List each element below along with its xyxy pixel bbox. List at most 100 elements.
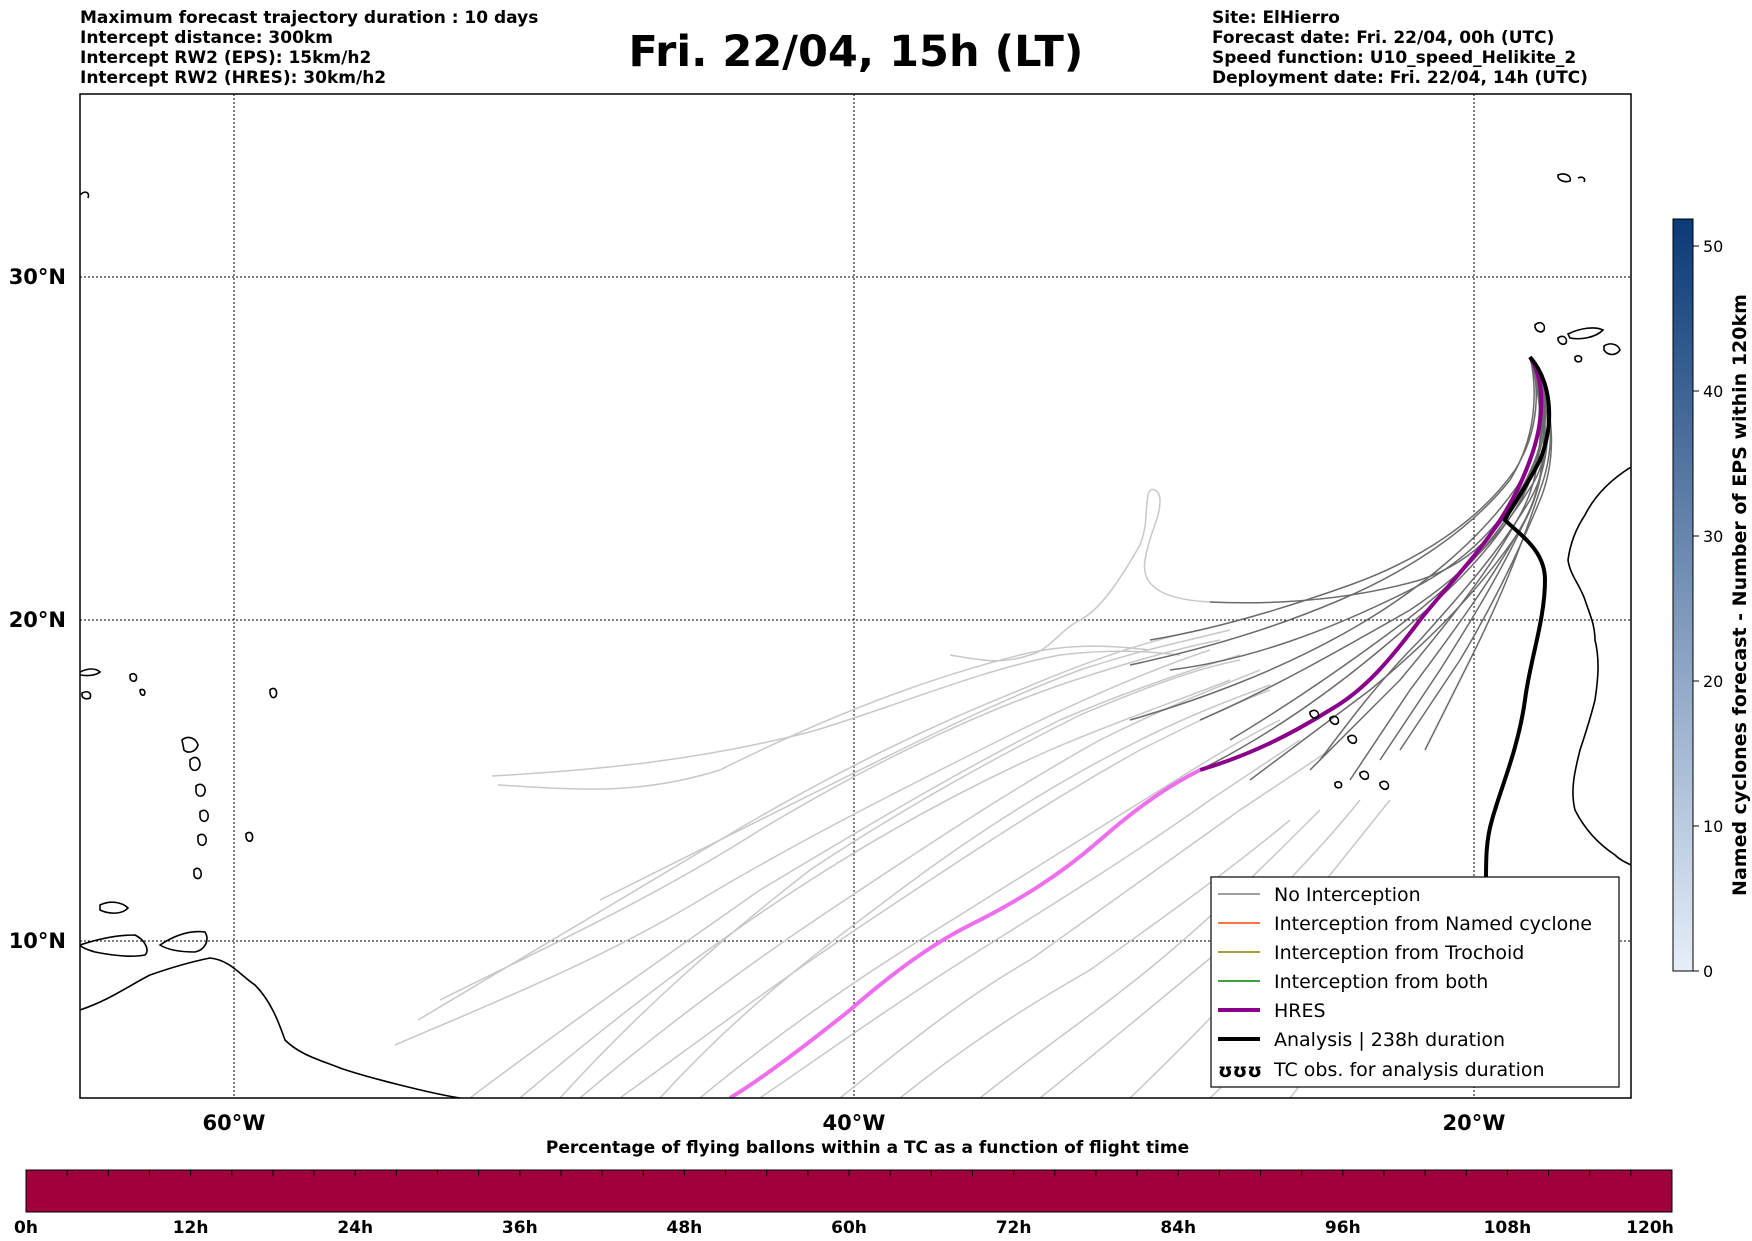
eps-trajectory [619, 689, 1271, 1098]
hbar-tick-label: 12h [173, 1218, 209, 1238]
eps-trajectory [394, 649, 1211, 1046]
lat-label: 10°N [9, 929, 66, 953]
coastlines [80, 173, 1631, 1098]
coast-island [245, 831, 254, 842]
hbar-tick-label: 48h [667, 1218, 703, 1238]
coast-west-africa [1567, 466, 1631, 866]
info-right-line: Site: ElHierro [1212, 8, 1340, 28]
eps-trajectory [1149, 356, 1537, 641]
coast-island [181, 736, 199, 753]
colorbar-ticks: 0 10 20 30 40 50 [1693, 237, 1723, 981]
info-left-line: Intercept RW2 (EPS): 15km/h2 [80, 48, 372, 68]
info-right: Site: ElHierro Forecast date: Fri. 22/04… [1212, 8, 1588, 88]
coast-island-cape-verde [1334, 780, 1343, 789]
legend-label: Analysis | 238h duration [1274, 1029, 1505, 1051]
hres-trajectory-far [728, 768, 1201, 1098]
legend-label: Interception from both [1274, 971, 1488, 993]
eps-trajectory [491, 650, 1181, 777]
coast-island-canary [1557, 335, 1568, 346]
analysis-trajectory [1483, 355, 1552, 941]
eps-trajectory [1199, 356, 1543, 771]
percentage-bar-title: Percentage of flying ballons within a TC… [545, 1138, 1190, 1158]
hbar-tick-label: 36h [502, 1218, 538, 1238]
colorbar-tick: 20 [1703, 672, 1723, 691]
info-right-line: Speed function: U10_speed_Helikite_2 [1212, 48, 1577, 68]
eps-trajectory [839, 749, 1331, 1098]
eps-trajectory [1379, 356, 1545, 761]
coast-island-cape-verde [1347, 734, 1358, 745]
eps-trajectory [599, 629, 1231, 901]
coast-island [269, 687, 278, 699]
coast-island-cape-verde [1379, 780, 1390, 791]
map-frame [79, 93, 1632, 1099]
percentage-bar: 0h 12h 24h 36h 48h 60h 72h 84h 96h 108h … [14, 1169, 1674, 1238]
hbar-tick-label: 108h [1484, 1218, 1532, 1238]
legend-swatch-tc-obs: ʊʊʊ [1218, 1060, 1262, 1082]
percentage-bar-ticks [25, 1170, 1673, 1176]
colorbar-tick: 50 [1703, 237, 1723, 256]
coast-trinidad [158, 930, 208, 953]
lon-label: 60°W [203, 1111, 266, 1135]
eps-trajectory [469, 654, 1241, 1098]
coast-island-canary [1603, 343, 1621, 356]
hbar-tick-label: 72h [996, 1218, 1032, 1238]
eps-trajectory [699, 719, 1281, 1098]
eps-trajectory [759, 739, 1301, 1098]
coast-island-cape-verde [1309, 709, 1320, 720]
legend-label: No Interception [1274, 884, 1421, 906]
legend-label: Interception from Named cyclone [1274, 913, 1592, 935]
lat-label: 20°N [9, 608, 66, 632]
coast-island [193, 867, 202, 880]
eps-trajectory [979, 809, 1321, 1098]
colorbar-gradient [1672, 218, 1694, 972]
main-title: Fri. 22/04, 15h (LT) [628, 27, 1084, 77]
coast-island-canary [1574, 354, 1583, 363]
colorbar-label: Named cyclones forecast - Number of EPS … [1729, 294, 1751, 896]
coast-island-canary [1534, 322, 1546, 333]
hbar-tick-label: 60h [831, 1218, 867, 1238]
info-right-line: Deployment date: Fri. 22/04, 14h (UTC) [1212, 68, 1588, 88]
coast-island [129, 673, 138, 683]
hbar-tick-label: 84h [1160, 1218, 1196, 1238]
coast-island [81, 691, 92, 700]
hbar-tick-label: 96h [1325, 1218, 1361, 1238]
coast-island-madeira [1577, 176, 1586, 183]
legend-label: HRES [1274, 1000, 1326, 1022]
legend-box [1210, 876, 1620, 1088]
eps-trajectory [417, 629, 1201, 1021]
colorbar-tick: 30 [1703, 527, 1723, 546]
lon-label: 20°W [1443, 1111, 1506, 1135]
eps-trajectory [519, 679, 1231, 1098]
info-left-line: Intercept RW2 (HRES): 30km/h2 [80, 68, 387, 88]
coast-island [80, 191, 90, 199]
legend-label: TC obs. for analysis duration [1273, 1059, 1545, 1081]
eps-trajectory [559, 659, 1241, 1098]
coast-venezuela [80, 934, 148, 958]
coast-south-america [80, 957, 461, 1098]
coast-island [99, 901, 130, 914]
lon-label: 40°W [823, 1111, 886, 1135]
hbar-tick-label: 120h [1626, 1218, 1674, 1238]
percentage-bar-tick-labels: 0h 12h 24h 36h 48h 60h 72h 84h 96h 108h … [14, 1218, 1674, 1238]
colorbar-tick: 40 [1703, 382, 1723, 401]
eps-trajectory [497, 645, 1151, 790]
eps-trajectory [899, 819, 1291, 1098]
hbar-tick-label: 24h [337, 1218, 373, 1238]
coast-island-canary [1566, 327, 1605, 340]
coast-island [197, 833, 207, 847]
lat-label: 30°N [9, 265, 66, 289]
legend: No Interception Interception from Named … [1210, 876, 1620, 1088]
info-right-line: Forecast date: Fri. 22/04, 00h (UTC) [1212, 28, 1555, 48]
coast-island-cape-verde [1329, 715, 1340, 726]
percentage-bar-fill [25, 1169, 1673, 1213]
eps-trajectory [1349, 356, 1546, 781]
colorbar: 0 10 20 30 40 50 Named cyclones forecast… [1672, 218, 1751, 981]
coast-island [189, 756, 201, 772]
eps-trajectory-loop [949, 488, 1211, 662]
axis-labels: 60°W 40°W 20°W 30°N 20°N 10°N [9, 265, 1506, 1135]
eps-trajectory [439, 639, 1221, 1001]
coast-island-madeira [1557, 173, 1572, 183]
info-left-line: Intercept distance: 300km [80, 28, 333, 48]
coast-island [195, 783, 206, 797]
